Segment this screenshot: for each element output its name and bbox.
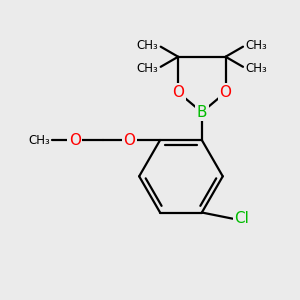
Text: O: O	[69, 133, 81, 148]
Text: CH₃: CH₃	[137, 61, 159, 74]
Text: O: O	[123, 133, 135, 148]
Text: Cl: Cl	[234, 211, 249, 226]
Text: CH₃: CH₃	[245, 61, 267, 74]
Text: B: B	[196, 105, 207, 120]
Text: CH₃: CH₃	[28, 134, 50, 147]
Text: O: O	[172, 85, 184, 100]
Text: CH₃: CH₃	[245, 39, 267, 52]
Text: CH₃: CH₃	[137, 39, 159, 52]
Text: O: O	[220, 85, 232, 100]
